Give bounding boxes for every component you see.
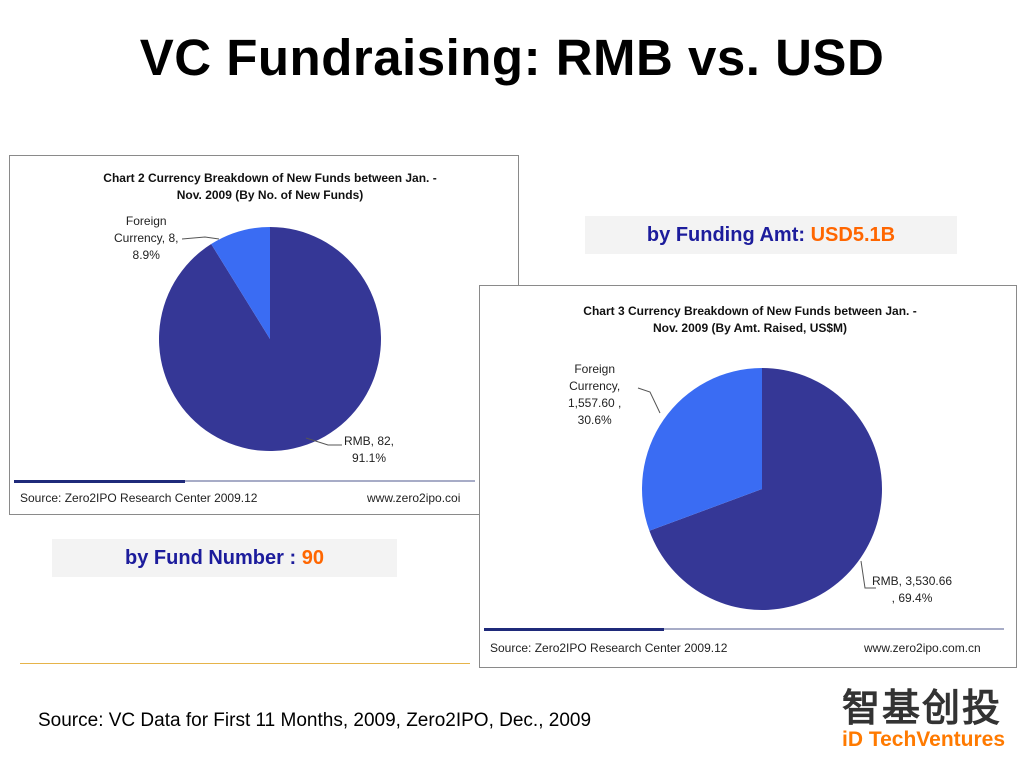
callout-fund-number-value: 90 — [301, 547, 324, 569]
pie-slice-rmb — [649, 368, 882, 610]
callout-funding-amount: by Funding Amt: USD5.1B — [585, 216, 957, 254]
pie-chart-fund-number — [158, 227, 382, 451]
chart-title: Chart 3 Currency Breakdown of New Funds … — [530, 303, 970, 337]
pie-label-rmb: RMB, 3,530.66 , 69.4% — [872, 573, 952, 607]
pie-label-rmb: RMB, 82, 91.1% — [344, 433, 394, 467]
chart-source-url: www.zero2ipo.com.cn — [864, 641, 981, 655]
callout-fund-number: by Fund Number : 90 — [52, 539, 397, 577]
pie-slice-foreign — [211, 227, 270, 339]
footer-source: Source: VC Data for First 11 Months, 200… — [38, 710, 592, 731]
pie-label-foreign: Foreign Currency, 1,557.60 , 30.6% — [568, 361, 621, 429]
chart-panel-funding-amount: Chart 3 Currency Breakdown of New Funds … — [479, 285, 1017, 668]
pie-label-rmb-line1: RMB, 3,530.66 — [872, 574, 953, 588]
chart-title: Chart 2 Currency Breakdown of New Funds … — [50, 170, 490, 204]
leader-line-foreign — [637, 387, 661, 414]
chart-source-url: www.zero2ipo.coi — [367, 491, 461, 505]
chart-panel-fund-number: Chart 2 Currency Breakdown of New Funds … — [9, 155, 519, 515]
chart-title-line2: Nov. 2009 (By Amt. Raised, US$M) — [652, 321, 848, 335]
company-logo: 智基创投 iD TechVentures — [842, 688, 1012, 758]
pie-label-rmb-line1: RMB, 82, — [344, 434, 395, 448]
pie-slice-foreign — [642, 368, 762, 531]
callout-fund-number-label: by Fund Number : — [125, 547, 302, 569]
logo-english-text: iD TechVentures — [842, 728, 1005, 751]
pie-label-foreign-line3: 1,557.60 , — [568, 396, 622, 410]
chart-title-line1: Chart 2 Currency Breakdown of New Funds … — [103, 171, 437, 185]
leader-line-foreign — [181, 236, 220, 240]
callout-funding-amount-value: USD5.1B — [810, 224, 896, 246]
pie-label-foreign-line2: Currency, 8, — [114, 231, 179, 245]
pie-label-foreign-line4: 30.6% — [577, 413, 612, 427]
pie-label-foreign-line2: Currency, — [569, 379, 621, 393]
source-bar — [14, 480, 514, 483]
callout-funding-amount-label: by Funding Amt: — [646, 224, 811, 246]
divider-line — [20, 663, 470, 664]
chart-source-text: Source: Zero2IPO Research Center 2009.12 — [490, 641, 728, 655]
chart-source-text: Source: Zero2IPO Research Center 2009.12 — [20, 491, 258, 505]
pie-label-foreign-line3: 8.9% — [132, 248, 160, 262]
pie-label-foreign: Foreign Currency, 8, 8.9% — [114, 213, 178, 264]
source-bar — [484, 628, 1012, 631]
pie-chart-funding-amount — [637, 368, 882, 610]
logo-chinese-text: 智基创投 — [842, 686, 1003, 730]
leader-line-rmb — [305, 437, 342, 446]
leader-line-rmb — [860, 560, 876, 589]
slide-title: VC Fundraising: RMB vs. USD — [139, 29, 885, 86]
chart-title-line2: Nov. 2009 (By No. of New Funds) — [176, 188, 364, 202]
pie-label-rmb-line2: 91.1% — [351, 451, 387, 465]
chart-title-line1: Chart 3 Currency Breakdown of New Funds … — [583, 304, 917, 318]
pie-label-foreign-line1: Foreign — [574, 362, 616, 376]
pie-label-foreign-line1: Foreign — [125, 214, 167, 228]
pie-label-rmb-line2: , 69.4% — [891, 591, 933, 605]
